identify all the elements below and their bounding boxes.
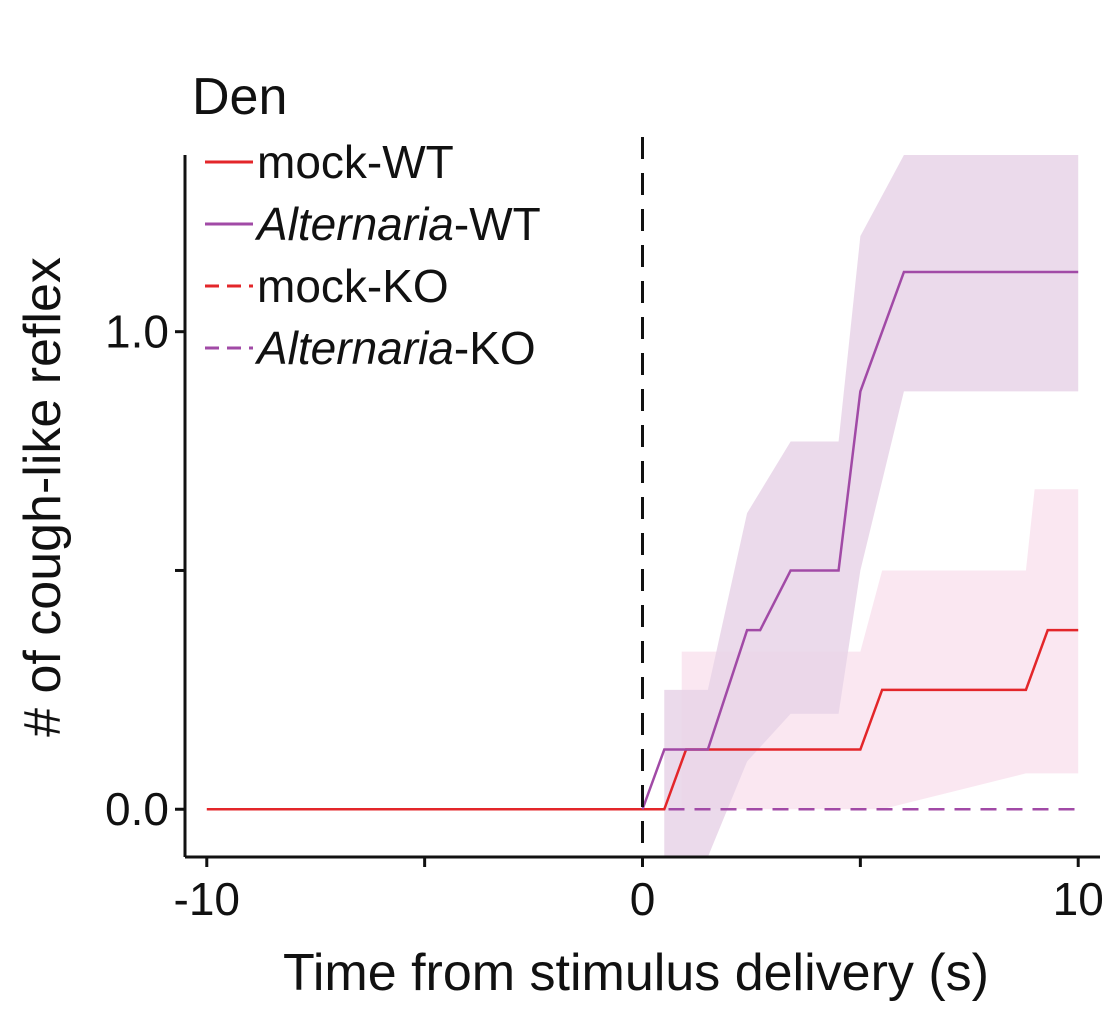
band-mock-wt [681, 489, 1079, 810]
x-tick-label: -10 [174, 873, 240, 925]
series-lines [206, 270, 1079, 811]
chart-title: Den [192, 68, 287, 126]
legend-label-suffix: -WT [454, 198, 541, 250]
legend-label: mock-WT [257, 136, 454, 188]
confidence-bands [664, 155, 1079, 857]
legend-label: mock-KO [257, 260, 449, 312]
x-axis-label: Time from stimulus delivery (s) [283, 944, 989, 1002]
legend-label: Alternaria-WT [254, 198, 541, 250]
legend-label-suffix: -KO [454, 322, 536, 374]
legend-label-italic: Alternaria [254, 322, 454, 374]
y-tick-label: 0.0 [105, 783, 169, 835]
y-tick-label: 1.0 [105, 306, 169, 358]
x-tick-label: 10 [1053, 873, 1104, 925]
y-axis-label: # of cough-like reflex [14, 257, 72, 737]
axes: -10 0 10 0.0 1.0 [105, 155, 1104, 925]
band-alternaria-wt [664, 155, 1079, 857]
line-mock-wt [206, 628, 1079, 811]
legend-label-italic: Alternaria [254, 198, 454, 250]
legend-label: Alternaria-KO [254, 322, 536, 374]
x-tick-label: 0 [630, 873, 656, 925]
line-alternaria-wt [641, 270, 1079, 810]
